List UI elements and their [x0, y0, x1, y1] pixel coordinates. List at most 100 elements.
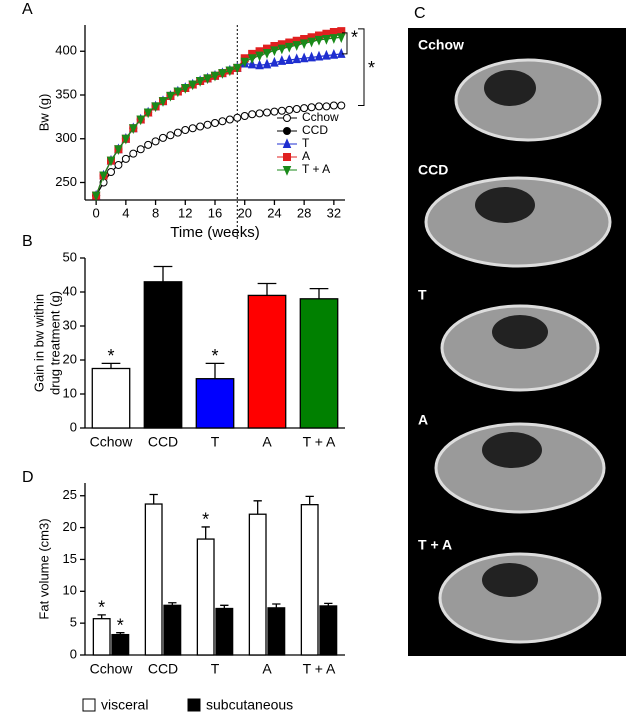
bar [319, 605, 338, 656]
y-tick-label: 30 [63, 317, 77, 332]
marker [314, 50, 324, 61]
marker [196, 122, 205, 131]
x-tick-label: 24 [267, 205, 281, 220]
marker [143, 108, 153, 119]
marker [107, 168, 115, 176]
x-tick-label: Cchow [90, 661, 134, 677]
marker [181, 126, 190, 134]
marker [255, 59, 264, 70]
y-axis-label: Fat volume (cm3) [36, 518, 51, 619]
marker [240, 57, 249, 68]
marker [292, 41, 301, 51]
marker [262, 58, 272, 69]
y-tick-label: 40 [63, 283, 77, 298]
marker [299, 39, 309, 50]
x-tick-label: 28 [297, 205, 311, 220]
error-bar [149, 493, 158, 505]
marker [314, 35, 324, 46]
bar [92, 618, 111, 656]
error-bar [168, 602, 177, 606]
error-bar [116, 632, 125, 635]
y-tick-label: 25 [63, 487, 77, 502]
y-axis-label: Gain in bw within [31, 294, 46, 392]
significance: * [107, 346, 114, 366]
legend-marker [283, 127, 291, 135]
marker [181, 84, 190, 94]
mri-scan [424, 176, 612, 268]
legend-label: subcutaneous [206, 697, 293, 713]
bar [111, 633, 130, 656]
bar [144, 503, 163, 656]
y-axis-label: drug treatment (g) [47, 291, 62, 395]
mri-scan [434, 422, 606, 514]
mri-scan [438, 552, 602, 644]
y-axis-label: Bw (g) [36, 94, 51, 132]
marker [166, 131, 175, 140]
error-bar [272, 603, 281, 608]
x-tick-label: A [262, 661, 272, 677]
marker [337, 33, 346, 43]
marker [144, 140, 153, 149]
error-bar [309, 287, 329, 299]
bar [215, 607, 234, 656]
bar [300, 504, 319, 656]
marker [292, 53, 301, 64]
error-bar [153, 265, 173, 282]
legend-label: Cchow [302, 110, 339, 124]
marker [307, 51, 316, 62]
marker [248, 110, 257, 119]
bar [195, 378, 235, 429]
marker [329, 34, 339, 44]
x-tick-label: 20 [237, 205, 251, 220]
error-bar [324, 602, 333, 606]
marker [166, 91, 175, 102]
x-tick-label: CCD [148, 661, 178, 677]
error-bar [253, 500, 262, 515]
image-label: CCD [418, 162, 448, 178]
marker [300, 104, 309, 113]
marker [188, 80, 197, 91]
marker [151, 102, 160, 113]
image-label: T [418, 287, 427, 303]
marker [121, 134, 131, 145]
y-tick-label: 0 [70, 646, 77, 661]
significance: * [98, 598, 105, 618]
x-tick-label: 4 [122, 205, 129, 220]
x-tick-label: T + A [303, 434, 336, 450]
y-tick-label: 15 [63, 551, 77, 566]
x-tick-label: 32 [327, 205, 341, 220]
marker [159, 133, 167, 142]
marker [255, 51, 264, 62]
legend-label: T + A [302, 162, 330, 176]
marker [91, 191, 101, 202]
marker [247, 54, 257, 64]
y-tick-label: 20 [63, 351, 77, 366]
marker [337, 101, 346, 110]
marker [299, 52, 309, 63]
y-tick-label: 350 [55, 86, 77, 101]
marker [315, 102, 323, 111]
image-label: A [418, 412, 428, 428]
error-bar [101, 362, 121, 369]
marker [240, 112, 249, 120]
legend-label: A [302, 149, 310, 163]
legend-label: T [302, 136, 310, 150]
legend-marker [283, 153, 291, 161]
marker [322, 49, 331, 60]
mri-images [424, 58, 612, 644]
legend-swatch [187, 698, 201, 712]
marker [136, 115, 145, 126]
series-line [95, 36, 342, 196]
y-tick-label: 10 [63, 583, 77, 598]
bar [299, 298, 339, 429]
marker [270, 46, 279, 57]
y-tick-label: 50 [63, 249, 77, 264]
x-tick-label: 0 [93, 205, 100, 220]
bar [267, 607, 286, 656]
bar [163, 604, 182, 656]
marker [307, 37, 316, 48]
marker [233, 113, 242, 122]
legend-label: CCD [302, 123, 328, 137]
image-label: Cchow [418, 37, 464, 53]
